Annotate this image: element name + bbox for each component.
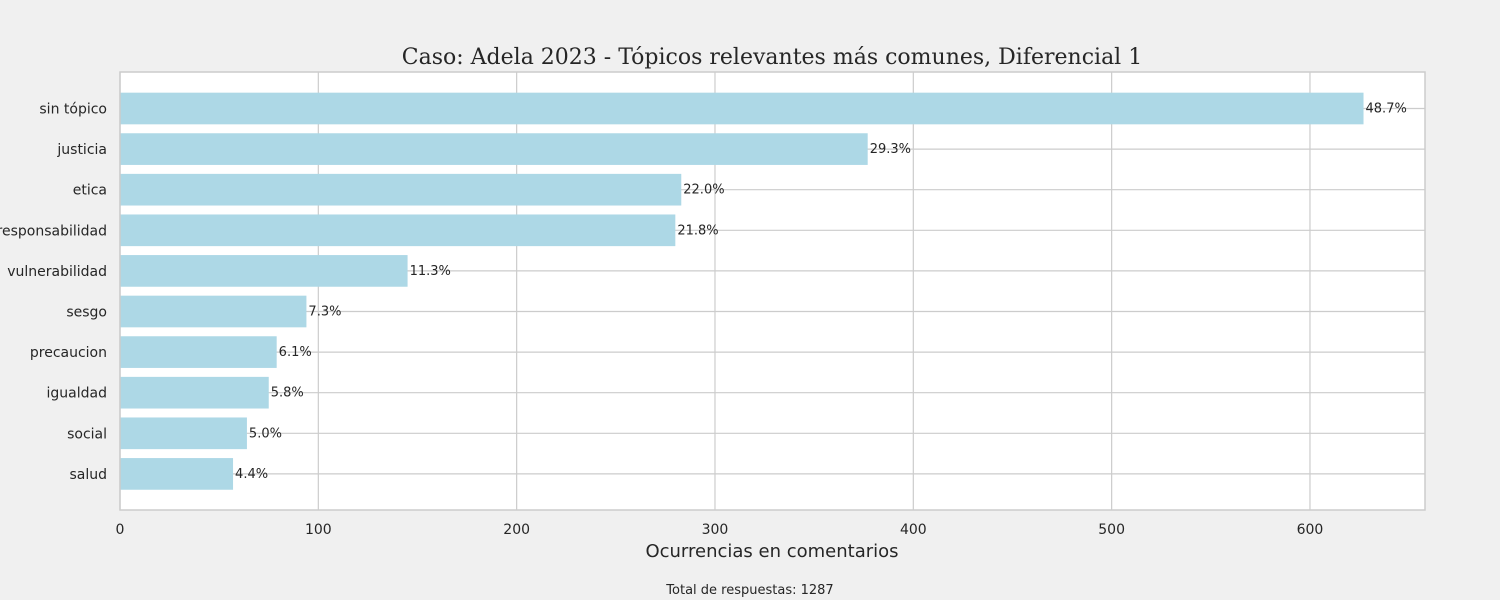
- data-label: 21.8%: [677, 223, 718, 238]
- bar: [120, 295, 307, 328]
- bar: [120, 92, 1364, 125]
- data-label: 11.3%: [410, 264, 451, 279]
- footer-total-responses: Total de respuestas: 1287: [665, 583, 833, 598]
- x-tick-label: 600: [1297, 522, 1324, 538]
- bar: [120, 133, 868, 165]
- data-label: 5.8%: [271, 386, 304, 401]
- y-tick-label: salud: [69, 467, 107, 483]
- y-tick-labels: sin tópico justicia etica responsabilidad vu…: [0, 102, 107, 483]
- bar: [120, 255, 408, 287]
- x-tick-label: 300: [702, 522, 729, 538]
- plot-frame: [119, 71, 1426, 511]
- bar: [120, 458, 234, 490]
- data-label: 29.3%: [870, 142, 911, 157]
- y-tick-label: responsabilidad: [0, 223, 107, 239]
- bar: [120, 376, 269, 409]
- x-tick-label: 100: [305, 522, 332, 538]
- x-tick-labels: 0 100 200 300 400 500 600: [116, 522, 1324, 538]
- y-tick-label: social: [67, 426, 107, 442]
- data-label: 5.0%: [249, 426, 282, 441]
- bars: [120, 92, 1364, 490]
- bar: [120, 336, 277, 368]
- data-label: 48.7%: [1366, 102, 1407, 117]
- bar: [120, 417, 247, 450]
- y-tick-label: vulnerabilidad: [7, 264, 107, 280]
- y-tick-label: etica: [73, 183, 107, 199]
- y-tick-label: precaucion: [30, 345, 107, 361]
- y-tick-label: justicia: [56, 142, 107, 158]
- data-labels: 48.7% 29.3% 22.0% 21.8% 11.3% 7.3% 6.1% 5.8% 5.0…: [235, 102, 1407, 482]
- data-label: 4.4%: [235, 467, 268, 482]
- data-label: 22.0%: [683, 183, 724, 198]
- x-tick-label: 400: [900, 522, 927, 538]
- x-tick-label: 200: [503, 522, 530, 538]
- x-axis-label: Ocurrencias en comentarios: [645, 541, 898, 562]
- y-tick-label: igualdad: [47, 386, 107, 402]
- y-tick-label: sesgo: [66, 305, 107, 321]
- x-tick-label: 500: [1098, 522, 1125, 538]
- data-label: 7.3%: [308, 305, 341, 320]
- bar: [120, 173, 682, 206]
- chart-title: Caso: Adela 2023 - Tópicos relevantes má…: [402, 45, 1142, 70]
- data-label: 6.1%: [279, 345, 312, 360]
- x-tick-label: 0: [116, 522, 125, 538]
- bar: [120, 214, 676, 247]
- y-tick-label: sin tópico: [39, 102, 107, 118]
